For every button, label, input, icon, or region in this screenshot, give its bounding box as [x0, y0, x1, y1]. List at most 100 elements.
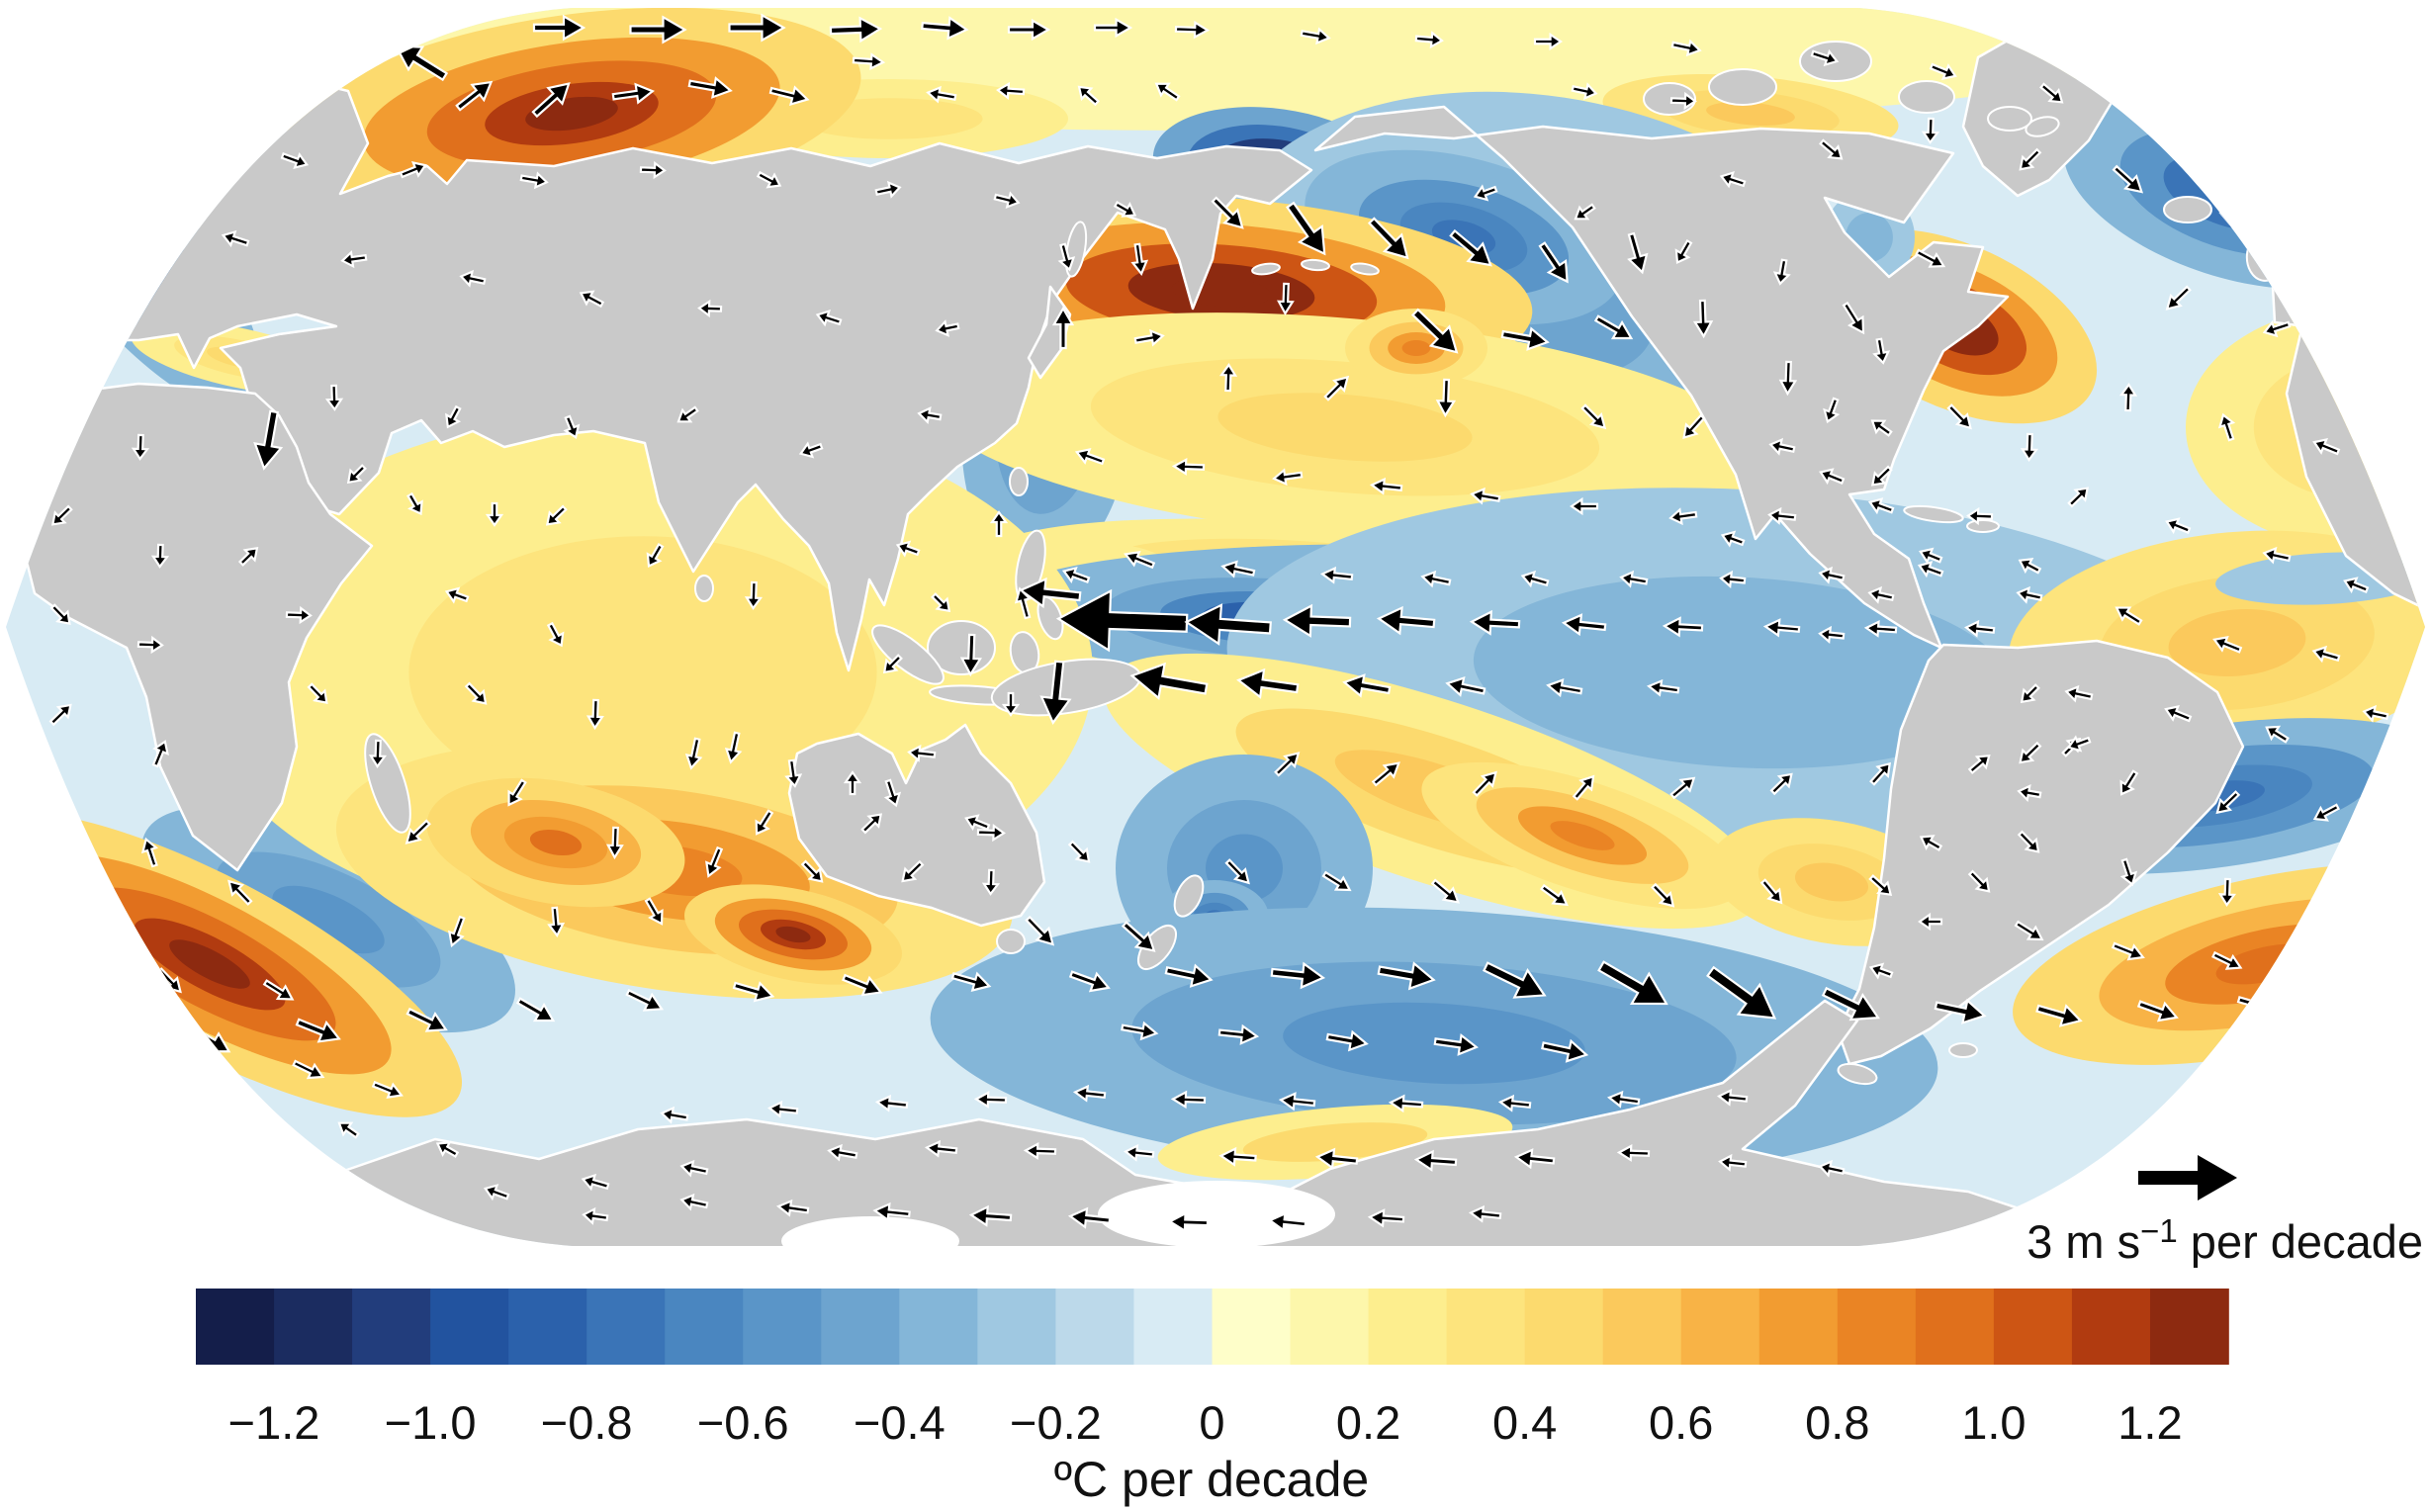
wind-vector [1278, 1092, 1316, 1112]
wind-vector [1321, 870, 1352, 892]
wind-vector [1946, 403, 1972, 430]
wind-vector [1435, 378, 1457, 418]
wind-vector [767, 1100, 799, 1118]
colorbar-tick-label: 0.8 [1805, 1396, 1869, 1449]
colorbar-segment [586, 1289, 667, 1365]
colorbar-segment [2071, 1289, 2151, 1365]
wind-vector [405, 1007, 448, 1032]
wind-vector [1768, 437, 1796, 456]
wind-vector [860, 813, 883, 835]
wind-vector [253, 409, 284, 471]
wind-vector [324, 384, 344, 411]
wind-vector [307, 682, 328, 705]
landmass-hispaniola [1966, 519, 2000, 533]
wind-vector [483, 1184, 510, 1201]
wind-vector [1077, 85, 1100, 107]
wind-vector [1267, 1211, 1307, 1232]
wind-vector [2317, 234, 2335, 263]
colorbar-tick-label: −0.4 [854, 1396, 945, 1449]
colorbar-segment [1290, 1289, 1370, 1365]
colorbar-tick-label: 0.6 [1649, 1396, 1713, 1449]
wind-vector [2316, 887, 2335, 916]
wind-vector [989, 510, 1009, 538]
colorbar-segment [196, 1289, 275, 1365]
wind-vector [1967, 869, 1991, 893]
wind-vector [646, 542, 665, 569]
wind-vector [1377, 961, 1436, 991]
wind-vector [1124, 1143, 1155, 1162]
colorbar-tick-label: −1.0 [385, 1396, 477, 1449]
wind-vector [262, 979, 295, 1001]
wind-vector [2039, 82, 2064, 104]
wind-vector [1445, 676, 1486, 697]
wind-vector [921, 16, 969, 41]
colorbar-segment [743, 1289, 823, 1365]
wind-vector [1561, 613, 1607, 637]
wind-vector [1759, 878, 1783, 905]
vector-scale-label: 3 m s−1 per decade [2026, 1212, 2423, 1268]
landmass-arctic-island-1 [1643, 82, 1696, 116]
wind-vector [1282, 603, 1352, 638]
colorbar-tick-label: 0.4 [1492, 1396, 1557, 1449]
wind-vector [1388, 1094, 1424, 1113]
wind-vector [800, 859, 824, 883]
wind-vector [135, 190, 165, 209]
wind-vector [1300, 27, 1331, 45]
wind-vector [435, 1141, 460, 1158]
wind-vector [874, 180, 902, 199]
wind-vector [1810, 48, 1840, 67]
wind-vector [2367, 335, 2386, 360]
wind-vector [1325, 1029, 1369, 1052]
wind-vector [485, 501, 504, 527]
wind-vector [582, 1206, 609, 1225]
wind-vector [606, 826, 624, 860]
colorbar-segment [1680, 1289, 1760, 1365]
wind-vector [2017, 784, 2042, 802]
landmass-falklands [1948, 1042, 1978, 1058]
anomaly-region-se-pacific-warm-2 [1794, 862, 1869, 902]
wind-vector [1319, 566, 1354, 584]
wind-vector [882, 654, 903, 674]
wind-vector [2343, 577, 2370, 594]
wind-vector [1061, 566, 1091, 584]
anomaly-region-north-pacific-warm-band [1217, 393, 1473, 462]
wind-vector [1449, 228, 1492, 267]
colorbar-segment [1212, 1289, 1292, 1365]
wind-vector [1540, 883, 1569, 907]
wind-vector [996, 81, 1026, 100]
colorbar-tick-label: −1.2 [228, 1396, 320, 1449]
wind-vector [2115, 606, 2143, 626]
wind-vector [1113, 201, 1137, 218]
wind-vector [2217, 877, 2237, 907]
wind-vector [625, 988, 665, 1012]
landmass-africa [23, 382, 374, 872]
landmass-arctic-island-5 [1987, 106, 2032, 132]
wind-vector [2362, 704, 2389, 723]
wind-vector [2164, 705, 2193, 723]
landmass-europe-right-edge [2225, 146, 2306, 227]
wind-vector [1966, 506, 1994, 526]
colorbar-tick-label: −0.8 [541, 1396, 633, 1449]
wind-vector [1772, 258, 1791, 286]
wind-vector [1272, 468, 1304, 487]
wind-vector [2311, 645, 2341, 664]
wind-vector [2217, 87, 2236, 114]
landmass-cuba [1903, 504, 1964, 524]
wind-vector [405, 819, 431, 845]
wind-vector [901, 859, 925, 883]
wind-vector [775, 1199, 810, 1217]
wind-vector [950, 971, 992, 992]
wind-vector [2018, 558, 2042, 575]
wind-vector [459, 269, 487, 288]
wind-vector [1414, 31, 1444, 49]
wind-vector [917, 406, 943, 424]
wind-vector [2382, 467, 2409, 486]
wind-vector [756, 170, 782, 189]
colorbar-segment [1524, 1289, 1604, 1365]
landmass-arctic-island-2 [1708, 68, 1777, 106]
landmass-iberia-right-edge [2271, 285, 2328, 330]
anomaly-region-arctic-warm-band [738, 10, 1695, 93]
wind-vector [2119, 769, 2139, 796]
wind-vector [768, 85, 810, 106]
wind-vector [1767, 506, 1797, 525]
